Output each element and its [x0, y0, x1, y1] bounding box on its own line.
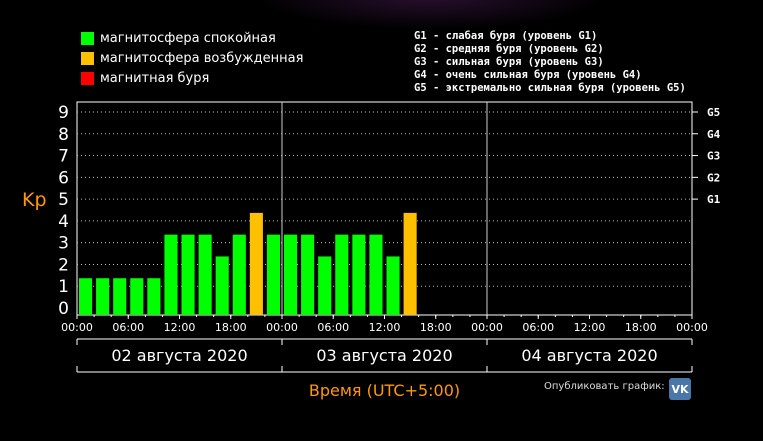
x-tick-label: 12:00: [574, 321, 606, 334]
y-tick-label: 7: [58, 147, 69, 167]
kp-bar: [318, 256, 332, 315]
y-axis-label: Kp: [22, 189, 47, 211]
g5-legend: G5 - экстремально сильная буря (уровень …: [414, 82, 686, 94]
y-tick-label: 4: [58, 212, 69, 232]
x-tick-label: 18:00: [625, 321, 657, 334]
g1-legend: G1 - слабая буря (уровень G1): [414, 30, 598, 42]
x-tick-label: 18:00: [420, 321, 452, 334]
y-tick-label: 3: [58, 234, 69, 254]
g3-legend: G3 - сильная буря (уровень G3): [414, 56, 604, 68]
x-tick-label: 06:00: [522, 321, 554, 334]
kp-bar: [198, 234, 212, 315]
x-tick-label: 00:00: [266, 321, 298, 334]
y-tick-label: 5: [58, 190, 69, 210]
vk-icon[interactable]: VK: [669, 378, 691, 400]
x-tick-label: 00:00: [61, 321, 93, 334]
x-tick-label: 12:00: [164, 321, 196, 334]
g-tick-label: G4: [707, 128, 721, 141]
x-tick-label: 00:00: [471, 321, 503, 334]
x-tick-label: 06:00: [317, 321, 349, 334]
g-tick-label: G2: [707, 171, 720, 184]
x-axis-label: Время (UTC+5:00): [309, 381, 460, 400]
legend-storm-swatch: [81, 72, 94, 85]
kp-bar: [386, 256, 400, 315]
y-tick-label: 6: [58, 168, 69, 188]
legend-quiet-label: магнитосфера спокойная: [100, 31, 276, 46]
y-tick-label: 2: [58, 255, 69, 275]
x-tick-label: 06:00: [112, 321, 144, 334]
legend-disturbed-label: магнитосфера возбужденная: [100, 51, 304, 66]
kp-bar: [232, 234, 246, 315]
y-tick-label: 9: [58, 103, 69, 123]
kp-bar: [96, 278, 110, 315]
background-glow: [250, 0, 610, 30]
kp-bar: [369, 234, 383, 315]
day-label: 02 августа 2020: [111, 346, 247, 365]
g-tick-label: G5: [707, 106, 720, 119]
kp-bar: [130, 278, 144, 315]
publish-label: Опубликовать график:: [544, 381, 665, 392]
g-tick-label: G1: [707, 193, 721, 206]
kp-bar: [335, 234, 349, 315]
kp-bar: [301, 234, 315, 315]
day-label: 04 августа 2020: [521, 346, 657, 365]
kp-bar: [164, 234, 178, 315]
day-label: 03 августа 2020: [316, 346, 452, 365]
kp-bar: [181, 234, 195, 315]
kp-bar: [215, 256, 229, 315]
legend-disturbed: магнитосфера возбужденная: [81, 51, 303, 66]
kp-bar: [147, 278, 161, 315]
x-tick-label: 18:00: [215, 321, 247, 334]
kp-bar: [266, 234, 280, 315]
kp-bar: [113, 278, 127, 315]
y-tick-label: 0: [58, 299, 69, 319]
x-tick-label: 12:00: [369, 321, 401, 334]
g-tick-label: G3: [707, 150, 720, 163]
kp-bar: [284, 234, 298, 315]
legend-quiet: магнитосфера спокойная: [81, 31, 276, 46]
g2-legend: G2 - средняя буря (уровень G2): [414, 43, 604, 55]
g4-legend: G4 - очень сильная буря (уровень G4): [414, 69, 642, 81]
kp-bar: [403, 212, 417, 315]
y-tick-label: 1: [58, 277, 69, 297]
kp-bar: [79, 278, 93, 315]
x-tick-label: 00:00: [676, 321, 708, 334]
legend-storm-label: магнитная буря: [100, 71, 210, 86]
legend-storm: магнитная буря: [81, 71, 209, 86]
kp-bar: [249, 212, 263, 315]
kp-bar: [352, 234, 366, 315]
y-tick-label: 8: [58, 125, 69, 145]
legend-quiet-swatch: [81, 32, 94, 45]
legend-disturbed-swatch: [81, 52, 94, 65]
